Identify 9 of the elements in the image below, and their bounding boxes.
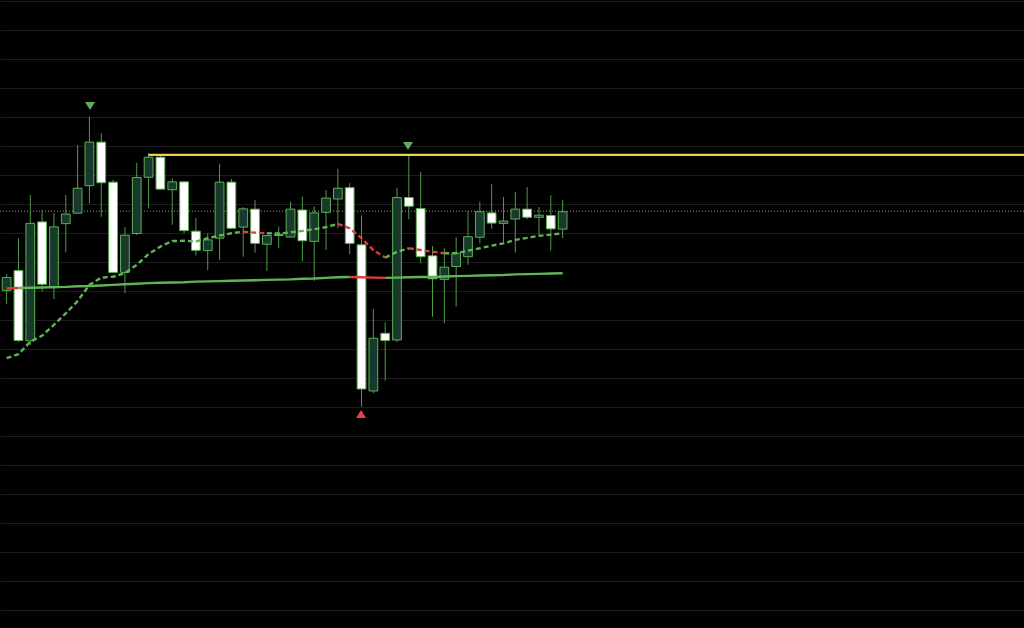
candlestick <box>202 232 213 271</box>
candlestick <box>403 155 414 220</box>
candlestick <box>238 206 249 258</box>
candlestick <box>60 194 71 253</box>
candlestick <box>332 168 343 229</box>
candlestick <box>522 186 533 220</box>
candlestick <box>380 321 391 382</box>
candlestick <box>262 234 272 272</box>
candlestick <box>167 177 178 226</box>
